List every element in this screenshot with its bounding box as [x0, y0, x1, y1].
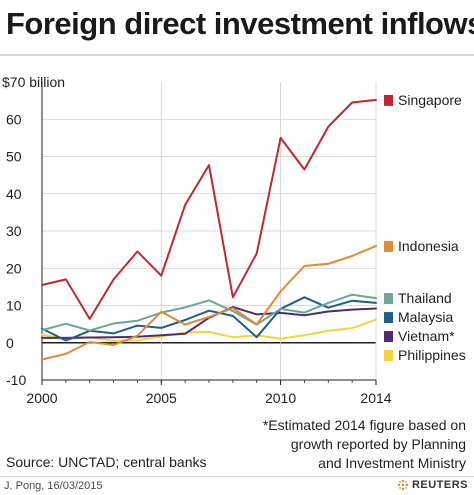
legend-swatch-malaysia	[384, 312, 393, 324]
legend-swatch-singapore	[384, 94, 393, 106]
x-tick-label: 2000	[26, 390, 57, 406]
legend: Singapore Indonesia Thailand Malaysia Vietna…	[384, 92, 466, 363]
legend-swatch-vietnam	[384, 331, 393, 343]
footnote-line: and Investment Ministry	[318, 455, 466, 471]
series-line-singapore	[41, 98, 377, 320]
chart-title: Foreign direct investment inflows	[6, 6, 474, 41]
series-line-indonesia	[41, 244, 377, 361]
y-tick-label: 20	[6, 260, 22, 276]
legend-label-philippines: Philippines	[398, 347, 466, 363]
source-note: Source: UNCTAD; central banks	[6, 454, 207, 470]
series-line-malaysia	[41, 296, 377, 342]
y-unit-label: $70 billion	[2, 74, 65, 90]
y-tick-label: -10	[6, 372, 26, 388]
footnote-line: *Estimated 2014 figure based on	[262, 417, 466, 433]
y-tick-label: 60	[6, 111, 22, 127]
reuters-logo: REUTERS	[397, 479, 468, 491]
series-line-thailand	[41, 293, 377, 332]
legend-label-indonesia: Indonesia	[398, 238, 459, 254]
legend-label-malaysia: Malaysia	[398, 309, 453, 325]
footnote-line: growth reported by Planning	[290, 436, 466, 452]
legend-label-singapore: Singapore	[398, 92, 462, 108]
title-divider	[0, 54, 474, 56]
brand-name: REUTERS	[411, 479, 468, 491]
x-tick-label: 2014	[360, 390, 391, 406]
y-tick-label: 30	[6, 223, 22, 239]
legend-label-thailand: Thailand	[398, 290, 452, 306]
legend-swatch-indonesia	[384, 240, 393, 252]
legend-swatch-philippines	[384, 350, 393, 362]
author-credit: J. Pong, 16/03/2015	[4, 480, 103, 492]
footnote: *Estimated 2014 figure based on growth r…	[236, 416, 466, 473]
footer-divider	[0, 476, 474, 477]
reuters-dots-icon	[397, 479, 409, 491]
series-lines	[41, 98, 377, 361]
grid-lines	[41, 82, 377, 381]
series-line-philippines	[41, 318, 377, 342]
axes: -10 0 10 20 30 40 50 60 $70 billion 2000 2005 2010 2…	[2, 74, 392, 406]
x-tick-label: 2010	[265, 390, 296, 406]
y-tick-label: 50	[6, 149, 22, 165]
y-tick-label: 40	[6, 186, 22, 202]
y-tick-label: 0	[6, 335, 14, 351]
legend-label-vietnam: Vietnam*	[398, 328, 455, 344]
x-tick-label: 2005	[146, 390, 177, 406]
y-tick-label: 10	[6, 298, 22, 314]
legend-swatch-thailand	[384, 293, 393, 305]
